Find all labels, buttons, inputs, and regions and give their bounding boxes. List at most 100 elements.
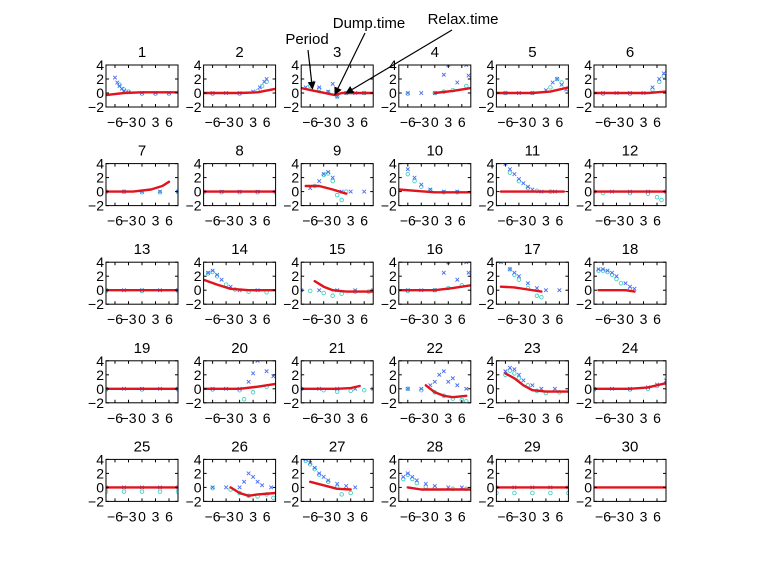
- y-tick-label: 2: [96, 268, 104, 284]
- y-tick-label: 4: [96, 156, 104, 172]
- x-marker: [632, 286, 637, 291]
- x-marker: [330, 175, 335, 180]
- o-marker: [157, 190, 163, 195]
- axes-box: [105, 360, 179, 404]
- x-marker: [257, 85, 262, 90]
- x-tick-label: 0: [333, 213, 341, 229]
- axes-box: [105, 458, 179, 502]
- y-tick-label: −2: [381, 99, 397, 115]
- x-marker: [450, 376, 455, 381]
- x-marker: [555, 76, 560, 82]
- x-tick-label: 0: [236, 410, 244, 426]
- x-marker: [464, 262, 469, 265]
- x-tick-label: 3: [444, 114, 452, 130]
- y-tick-label: 2: [194, 71, 202, 87]
- x-tick-label: 6: [556, 213, 564, 229]
- y-tick-label: −2: [283, 296, 299, 312]
- y-tick-label: 2: [96, 465, 104, 481]
- x-marker: [326, 478, 331, 483]
- y-tick-label: 0: [96, 85, 104, 101]
- x-tick-label: −6: [302, 213, 318, 229]
- plot-area: [203, 189, 276, 195]
- x-marker: [503, 369, 508, 374]
- x-tick-label: 3: [152, 410, 160, 426]
- x-marker: [401, 474, 406, 480]
- x-marker: [246, 471, 251, 476]
- y-tick-label: 2: [291, 170, 299, 186]
- x-marker: [362, 189, 367, 194]
- panel-title: 12: [622, 143, 639, 160]
- o-marker: [507, 170, 513, 175]
- plot-area: [203, 360, 276, 402]
- x-marker: [405, 471, 410, 476]
- x-tick-label: −3: [511, 508, 527, 524]
- x-tick-label: 0: [236, 213, 244, 229]
- y-tick-label: −2: [186, 493, 202, 509]
- y-tick-label: 2: [584, 170, 592, 186]
- x-tick-label: 0: [529, 508, 537, 524]
- y-tick-label: 2: [194, 465, 202, 481]
- y-tick-label: 4: [487, 57, 495, 73]
- o-marker: [539, 294, 544, 300]
- o-marker: [205, 271, 211, 276]
- y-tick-label: −2: [381, 296, 397, 312]
- x-tick-label: −6: [205, 114, 221, 130]
- y-tick-label: −2: [576, 493, 592, 509]
- x-tick-label: −3: [218, 114, 234, 130]
- axes-box: [495, 261, 569, 305]
- x-marker: [466, 73, 471, 78]
- x-tick-label: 3: [444, 213, 452, 229]
- x-tick-label: 0: [138, 114, 146, 130]
- x-marker: [268, 485, 274, 490]
- x-tick-label: 3: [542, 508, 550, 524]
- y-tick-label: −2: [88, 296, 104, 312]
- x-tick-label: 0: [138, 508, 146, 524]
- x-tick-label: 3: [444, 410, 452, 426]
- y-tick-label: 2: [487, 268, 495, 284]
- x-tick-label: 0: [431, 213, 439, 229]
- x-marker: [446, 65, 451, 68]
- x-tick-label: 6: [263, 508, 271, 524]
- x-tick-label: 3: [542, 213, 550, 229]
- x-tick-label: 3: [249, 410, 257, 426]
- x-tick-label: −3: [316, 311, 332, 327]
- plot-area: [398, 167, 471, 195]
- x-tick-label: 0: [626, 410, 634, 426]
- o-marker: [566, 490, 569, 496]
- x-tick-label: 6: [556, 114, 564, 130]
- o-marker: [657, 79, 662, 85]
- o-marker: [548, 85, 553, 90]
- x-tick-label: −6: [107, 311, 123, 327]
- x-tick-label: −3: [413, 311, 429, 327]
- x-marker: [419, 386, 424, 391]
- x-tick-label: −6: [400, 410, 416, 426]
- x-tick-label: 3: [444, 311, 452, 327]
- x-tick-label: 6: [458, 311, 466, 327]
- y-tick-label: 2: [584, 465, 592, 481]
- o-marker: [330, 178, 335, 184]
- y-tick-label: −2: [381, 198, 397, 214]
- x-tick-label: 6: [458, 114, 466, 130]
- plot-area: [304, 169, 367, 203]
- panel-title: 6: [626, 44, 634, 61]
- y-tick-label: 4: [291, 156, 299, 172]
- x-tick-label: 0: [138, 311, 146, 327]
- x-tick-label: 6: [360, 410, 368, 426]
- y-tick-label: −2: [88, 395, 104, 411]
- o-marker: [516, 376, 522, 381]
- y-tick-label: 4: [96, 451, 104, 467]
- y-tick-label: 0: [194, 479, 202, 495]
- y-tick-label: 4: [96, 353, 104, 369]
- o-marker: [464, 83, 469, 89]
- y-tick-label: 4: [389, 451, 397, 467]
- panel-title: 24: [622, 340, 639, 357]
- x-tick-label: −6: [400, 114, 416, 130]
- x-tick-label: −6: [205, 410, 221, 426]
